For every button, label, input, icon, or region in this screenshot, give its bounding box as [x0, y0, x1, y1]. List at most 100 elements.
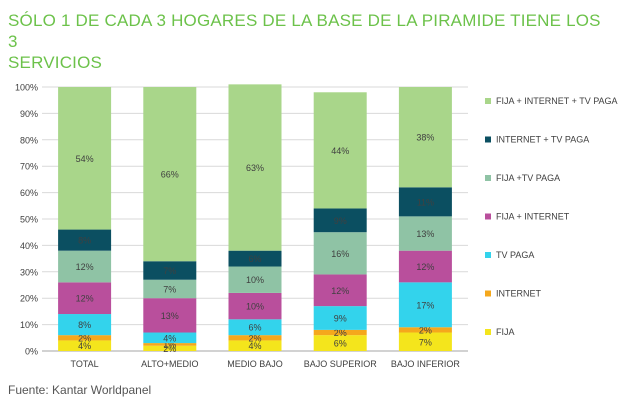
data-label: 12% [76, 294, 94, 304]
data-label: 66% [161, 170, 179, 180]
data-label: 6% [248, 323, 261, 333]
x-axis: TOTAL ALTO+MEDIO MEDIO BAJO BAJO SUPERIOR BA… [71, 359, 461, 369]
data-label: 7% [163, 284, 176, 294]
bar-segment [398, 282, 452, 328]
bar-segment [313, 208, 367, 233]
data-label: 10% [246, 302, 264, 312]
source-note: Fuente: Kantar Worldpanel [8, 383, 152, 397]
bars: 4%2%8%12%12%8%54%2%1%4%13%7%7%66%4%2%6%1… [58, 84, 452, 354]
legend-swatch [485, 290, 491, 297]
bar-segment [143, 87, 197, 262]
legend-label: INTERNET + TV PAGA [496, 135, 589, 145]
data-label: 44% [331, 146, 349, 156]
bar-segment [58, 250, 112, 283]
data-label: 6% [248, 254, 261, 264]
data-label: 11% [417, 197, 434, 207]
bar-segment [58, 335, 112, 341]
y-tick-label: 50% [20, 215, 38, 225]
data-label: 7% [163, 266, 176, 276]
legend-label: FIJA +TV PAGA [496, 173, 560, 183]
data-label: 12% [331, 286, 349, 296]
y-tick-label: 30% [20, 267, 38, 277]
bar-segment [58, 229, 112, 251]
x-tick-label: ALTO+MEDIO [141, 359, 198, 369]
x-tick-label: BAJO INFERIOR [391, 359, 461, 369]
data-label: 8% [78, 236, 91, 246]
bar-segment [58, 314, 112, 336]
bar-segment [398, 187, 452, 217]
x-tick-label: TOTAL [71, 359, 99, 369]
chart-title: SÓLO 1 DE CADA 3 HOGARES DE LA BASE DE L… [8, 11, 601, 72]
bar-segment [313, 306, 367, 330]
bar-segment [313, 335, 367, 351]
data-label: 13% [161, 311, 179, 321]
legend: FIJA + INTERNET + TV PAGA INTERNET + TV P… [485, 96, 618, 337]
bar-segment [313, 92, 367, 209]
y-tick-label: 20% [20, 294, 38, 304]
y-tick-label: 60% [20, 188, 38, 198]
data-label: 2% [334, 328, 347, 338]
bar-segment [228, 340, 282, 351]
bar-segment [143, 298, 197, 333]
bar-segment [398, 87, 452, 188]
bar-segment [398, 327, 452, 333]
data-label: 7% [419, 337, 432, 347]
stacked-bar-chart: 0%10%20%30%40%50%60%70%80%90%100% 4%2%8%… [15, 83, 618, 370]
bar-segment [143, 332, 197, 344]
data-label: 4% [163, 333, 176, 343]
y-tick-label: 70% [20, 162, 38, 172]
bar-segment [228, 84, 282, 251]
legend-label: INTERNET [496, 289, 542, 299]
data-label: 10% [246, 275, 264, 285]
y-tick-label: 90% [20, 109, 38, 119]
legend-label: FIJA + INTERNET [496, 212, 570, 222]
bar-segment [398, 216, 452, 251]
data-label: 4% [78, 341, 91, 351]
bar-segment [143, 261, 197, 280]
bar-segment [228, 266, 282, 293]
data-label: 2% [78, 333, 91, 343]
y-tick-label: 0% [25, 347, 38, 357]
data-label: 54% [76, 154, 94, 164]
y-tick-label: 80% [20, 135, 38, 145]
bar-segment [58, 282, 112, 315]
bar-segment [313, 329, 367, 336]
data-label: 12% [416, 262, 434, 272]
bar-segment [58, 340, 112, 351]
data-label: 12% [76, 262, 94, 272]
bar-segment [143, 343, 197, 346]
data-label: 8% [78, 320, 91, 330]
y-tick-label: 100% [15, 83, 38, 93]
data-label: 2% [163, 344, 176, 354]
data-label: 2% [419, 325, 432, 335]
data-label: 17% [416, 300, 434, 310]
bar-segment [313, 274, 367, 307]
bar-segment [143, 345, 197, 351]
legend-swatch [485, 329, 491, 335]
data-label: 4% [248, 341, 261, 351]
bar-segment [398, 250, 452, 283]
data-label: 38% [416, 133, 434, 143]
legend-label: FIJA + INTERNET + TV PAGA [496, 96, 618, 106]
bar-segment [228, 335, 282, 341]
bar-segment [143, 279, 197, 299]
data-label: 2% [248, 333, 261, 343]
bar-segment [228, 319, 282, 336]
x-tick-label: MEDIO BAJO [227, 359, 283, 369]
data-label: 9% [334, 314, 347, 324]
bar-segment [228, 292, 282, 320]
data-label: 9% [334, 216, 347, 226]
y-tick-label: 40% [20, 241, 38, 251]
bar-segment [398, 332, 452, 351]
bar-segment [228, 250, 282, 267]
legend-label: TV PAGA [496, 250, 534, 260]
legend-swatch [485, 213, 491, 220]
data-label: 63% [246, 163, 264, 173]
legend-label: FIJA [496, 327, 515, 337]
data-label: 1% [163, 340, 176, 350]
data-label: 13% [416, 229, 434, 239]
data-label: 6% [334, 339, 347, 349]
bar-segment [58, 87, 112, 230]
legend-swatch [485, 175, 491, 181]
legend-swatch [485, 98, 491, 104]
